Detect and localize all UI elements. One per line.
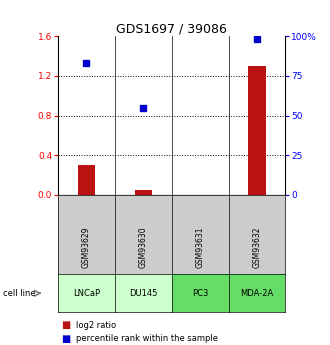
Text: GSM93631: GSM93631 <box>196 226 205 268</box>
Text: GSM93632: GSM93632 <box>252 226 261 268</box>
Text: MDA-2A: MDA-2A <box>240 289 274 298</box>
Text: log2 ratio: log2 ratio <box>76 321 116 330</box>
Text: ■: ■ <box>61 334 70 344</box>
Text: percentile rank within the sample: percentile rank within the sample <box>76 334 218 343</box>
Text: cell line: cell line <box>3 289 36 298</box>
Text: GSM93629: GSM93629 <box>82 226 91 268</box>
Text: LNCaP: LNCaP <box>73 289 100 298</box>
Title: GDS1697 / 39086: GDS1697 / 39086 <box>116 22 227 35</box>
Bar <box>78 165 95 195</box>
Text: ■: ■ <box>61 321 70 330</box>
Text: DU145: DU145 <box>129 289 157 298</box>
Text: GSM93630: GSM93630 <box>139 226 148 268</box>
Bar <box>135 190 152 195</box>
Text: PC3: PC3 <box>192 289 208 298</box>
Bar <box>248 66 266 195</box>
